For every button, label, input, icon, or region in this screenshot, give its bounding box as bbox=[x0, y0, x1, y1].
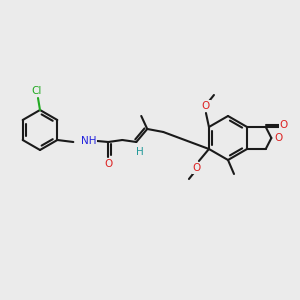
Text: O: O bbox=[280, 120, 288, 130]
Text: H: H bbox=[136, 147, 144, 157]
Text: O: O bbox=[193, 163, 201, 173]
Text: O: O bbox=[104, 159, 112, 169]
Text: O: O bbox=[274, 133, 283, 143]
Text: NH: NH bbox=[81, 136, 96, 146]
Text: O: O bbox=[202, 101, 210, 111]
Text: Cl: Cl bbox=[32, 86, 42, 96]
